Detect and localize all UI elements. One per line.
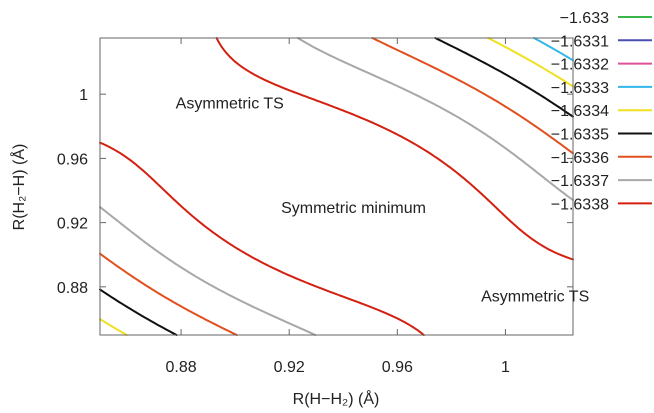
legend-label: −1.6331	[551, 33, 609, 50]
x-tick-label: 0.92	[274, 359, 305, 376]
legend-label: −1.6333	[551, 80, 609, 97]
legend-label: −1.6337	[551, 173, 609, 190]
legend: −1.633 −1.6331 −1.6332 −1.6333 −1.6334 −1.633…	[551, 10, 652, 213]
y-tick-label: 0.96	[57, 151, 88, 168]
x-tick-label: 1	[501, 359, 510, 376]
legend-label: −1.633	[560, 10, 609, 27]
legend-label: −1.6332	[551, 57, 609, 74]
annotation-label: Symmetric minimum	[281, 200, 426, 217]
annotation-label: Asymmetric TS	[176, 96, 284, 113]
y-tick-label: 0.88	[57, 280, 88, 297]
legend-label: −1.6334	[551, 103, 609, 120]
legend-label: −1.6338	[551, 196, 609, 213]
legend-label: −1.6335	[551, 127, 609, 144]
legend-label: −1.6336	[551, 150, 609, 167]
y-tick-label: 1	[79, 87, 88, 104]
y-tick-label: 0.92	[57, 216, 88, 233]
x-tick-label: 0.88	[166, 359, 197, 376]
y-axis-label: R(H₂−H) (Å)	[9, 144, 28, 231]
x-axis-label: R(H−H₂) (Å)	[293, 389, 380, 408]
x-tick-label: 0.96	[382, 359, 413, 376]
annotation-label: Asymmetric TS	[481, 288, 589, 305]
